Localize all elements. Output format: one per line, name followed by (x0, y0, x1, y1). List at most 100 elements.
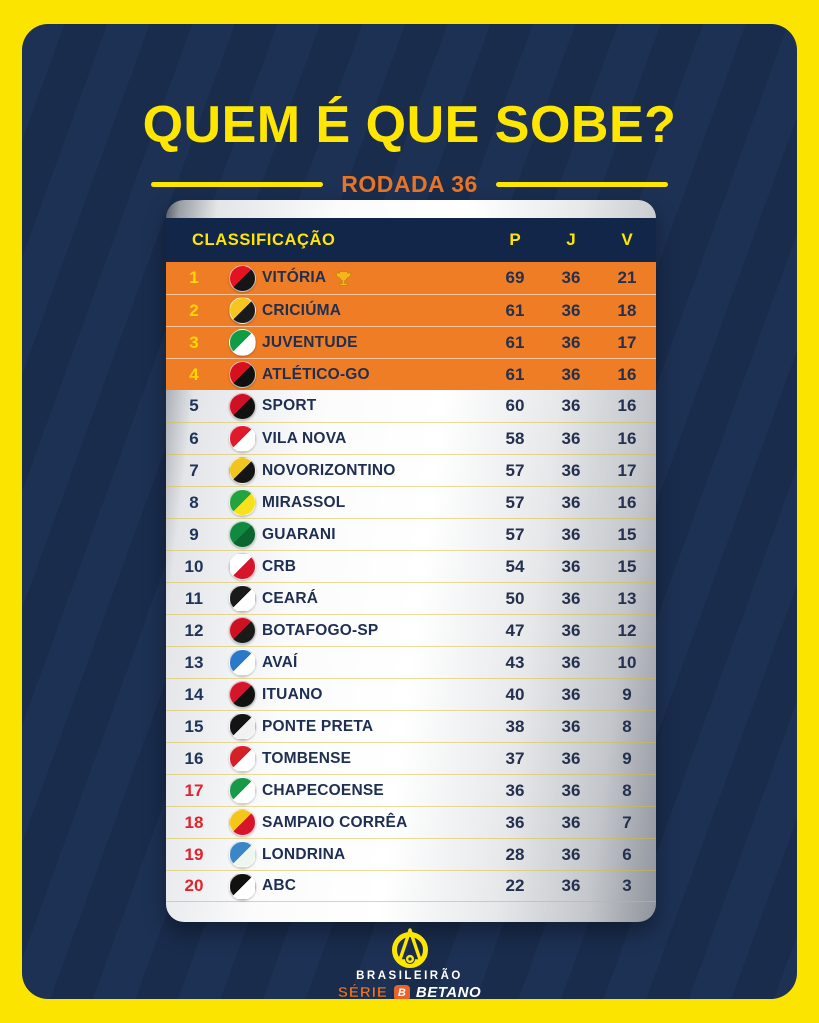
wins: 17 (617, 460, 637, 480)
team-name: CEARÁ (262, 589, 319, 607)
position: 12 (184, 620, 204, 640)
table-row: 11 CEARÁ 50 36 13 (166, 582, 656, 614)
team-cell: JUVENTUDE (262, 334, 486, 352)
team-logo (228, 809, 256, 836)
position: 18 (184, 812, 204, 832)
team-name: PONTE PRETA (262, 717, 374, 735)
position: 9 (189, 524, 199, 544)
team-cell: LONDRINA (262, 846, 486, 864)
table-row: 3 JUVENTUDE 61 36 17 (166, 326, 656, 358)
points: 47 (505, 620, 525, 640)
team-cell: BOTAFOGO-SP (262, 622, 486, 640)
round-label: RODADA 36 (341, 170, 478, 197)
points: 58 (505, 428, 525, 448)
team-logo (228, 329, 256, 356)
position: 4 (189, 364, 199, 384)
games: 36 (561, 332, 581, 352)
team-name: SPORT (262, 397, 317, 414)
position: 5 (189, 396, 199, 415)
wins: 8 (622, 780, 632, 800)
table-row: 19 LONDRINA 28 36 6 (166, 838, 656, 870)
table-header: CLASSIFICAÇÃO P J V (166, 218, 656, 262)
table-row: 10 CRB 54 36 15 (166, 550, 656, 582)
league-name: BRASILEIRÃO (356, 970, 463, 982)
position: 1 (189, 268, 199, 287)
wins: 7 (622, 812, 632, 832)
team-name: JUVENTUDE (262, 333, 358, 351)
team-logo (228, 649, 256, 676)
team-cell: ATLÉTICO-GO (262, 366, 486, 384)
team-logo (228, 521, 256, 548)
team-name: ATLÉTICO-GO (262, 365, 370, 383)
team-cell: AVAÍ (262, 654, 486, 672)
wins: 16 (617, 396, 637, 415)
wins: 3 (622, 876, 632, 895)
team-logo (228, 585, 256, 612)
points: 40 (505, 684, 525, 704)
position: 16 (184, 748, 204, 768)
points-column-header: P (509, 230, 521, 249)
team-name: VITÓRIA (262, 269, 327, 286)
team-cell: CRB (262, 558, 486, 576)
points: 57 (505, 492, 525, 512)
table-row: 6 VILA NOVA 58 36 16 (166, 422, 656, 454)
team-logo (228, 457, 256, 484)
table-row: 20 ABC 22 36 3 (166, 870, 656, 902)
wins: 16 (617, 364, 637, 384)
games: 36 (561, 524, 581, 544)
team-cell: CRICIÚMA (262, 302, 486, 320)
team-logo (228, 872, 256, 900)
team-logo (228, 553, 256, 580)
team-logo (228, 745, 256, 772)
wins: 16 (617, 428, 637, 448)
games: 36 (561, 844, 581, 864)
games-column-header: J (566, 230, 576, 249)
position: 20 (184, 876, 204, 895)
points: 38 (505, 716, 525, 736)
table-row: 7 NOVORIZONTINO 57 36 17 (166, 454, 656, 486)
main-panel: QUEM É QUE SOBE? RODADA 36 CLASSIFICAÇÃO… (22, 24, 797, 999)
points: 36 (505, 812, 525, 832)
team-name: ITUANO (262, 685, 323, 703)
classification-header: CLASSIFICAÇÃO (192, 230, 336, 249)
position: 2 (189, 300, 199, 320)
wins: 16 (617, 492, 637, 512)
games: 36 (561, 780, 581, 800)
team-name: TOMBENSE (262, 749, 352, 767)
team-cell: PONTE PRETA (262, 718, 486, 736)
position: 19 (184, 844, 204, 864)
team-logo (228, 425, 256, 452)
team-cell: CEARÁ (262, 590, 486, 608)
table-row: 17 CHAPECOENSE 36 36 8 (166, 774, 656, 806)
serie-b-badge-icon: B (393, 984, 410, 999)
wins: 12 (617, 620, 637, 640)
points: 22 (505, 876, 525, 895)
points: 43 (505, 652, 525, 672)
wins: 9 (622, 748, 632, 768)
serie-label: SÉRIE (337, 984, 388, 999)
standings-table: CLASSIFICAÇÃO P J V 1 VITÓRIA 69 36 21 2… (166, 200, 656, 922)
games: 36 (561, 460, 581, 480)
games: 36 (561, 652, 581, 672)
team-cell: SPORT (262, 397, 486, 415)
position: 11 (185, 588, 203, 608)
team-cell: TOMBENSE (262, 750, 486, 768)
position: 13 (184, 652, 204, 672)
team-cell: MIRASSOL (262, 494, 486, 512)
table-row: 5 SPORT 60 36 16 (166, 390, 656, 422)
team-logo (228, 264, 256, 292)
subtitle-row: RODADA 36 (22, 170, 797, 197)
team-name: CHAPECOENSE (262, 781, 384, 799)
team-cell: SAMPAIO CORRÊA (262, 814, 486, 832)
team-cell: VITÓRIA (262, 269, 486, 288)
games: 36 (561, 428, 581, 448)
position: 6 (189, 428, 199, 448)
points: 37 (505, 748, 525, 768)
points: 57 (505, 460, 525, 480)
wins: 10 (617, 652, 637, 672)
games: 36 (561, 588, 581, 608)
games: 36 (561, 300, 581, 320)
points: 54 (505, 556, 525, 576)
games: 36 (561, 364, 581, 384)
subtitle-line-left (151, 181, 324, 187)
